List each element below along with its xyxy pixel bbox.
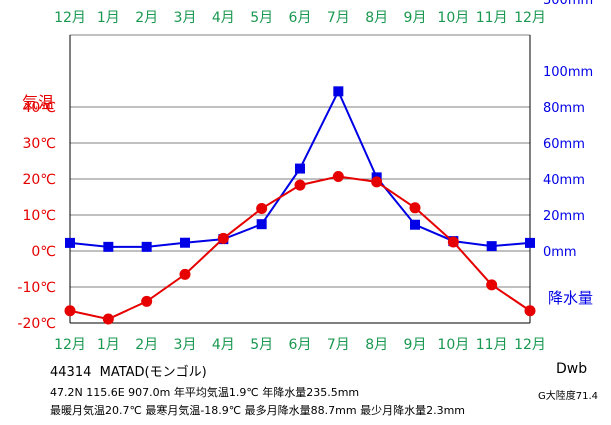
- month-label-bottom: 8月: [365, 337, 388, 353]
- climate-chart: 12月 12月 1月 1月 2月 2月 3月 3月 4月 4月 5月 5月 6月 6月 7月 7月 8月 8月 9月…: [17, 0, 593, 353]
- temperature-tick-label: 30℃: [22, 136, 56, 152]
- temperature-point: [371, 176, 383, 188]
- station-info-line-1: 47.2N 115.6E 907.0m 年平均気温1.9℃ 年降水量235.5m…: [50, 386, 360, 399]
- precipitation-tick-label: 60mm: [543, 137, 585, 152]
- month-label-bottom: 11月: [476, 337, 508, 353]
- precipitation-point: [180, 237, 190, 248]
- precipitation-point: [295, 163, 305, 174]
- temperature-point: [179, 268, 191, 280]
- precipitation-tick-label: 300mm: [543, 0, 593, 8]
- temperature-tick-label: -10℃: [17, 280, 56, 296]
- temperature-point: [64, 305, 76, 317]
- month-label-bottom: 5月: [250, 337, 273, 353]
- month-label-top: 4月: [212, 10, 235, 26]
- month-label-top: 8月: [365, 10, 388, 26]
- temperature-tick-label: 20℃: [22, 172, 56, 188]
- temperature-point: [256, 203, 268, 215]
- month-label-top: 3月: [174, 10, 197, 26]
- precipitation-axis-title: 降水量: [548, 289, 593, 307]
- month-label-top: 7月: [327, 10, 350, 26]
- precipitation-tick-label: 80mm: [543, 101, 585, 116]
- precipitation-point: [141, 241, 152, 252]
- temperature-point: [409, 202, 421, 214]
- precipitation-point: [525, 237, 535, 248]
- temperature-point: [447, 236, 459, 248]
- continentality-index: G大陸度71.4: [538, 391, 599, 402]
- month-label-top: 12月: [514, 10, 546, 26]
- precipitation-point: [333, 86, 344, 97]
- month-label-top: 2月: [135, 10, 158, 26]
- month-label-top: 11月: [476, 10, 508, 26]
- temperature-point: [141, 295, 153, 307]
- temperature-tick-label: -20℃: [17, 316, 56, 332]
- temperature-point: [486, 279, 498, 291]
- precipitation-tick-label: 40mm: [543, 173, 585, 188]
- station-name: MATAD(モンゴル): [99, 365, 207, 380]
- precipitation-point: [103, 241, 114, 252]
- month-label-bottom: 12月: [514, 337, 546, 353]
- precipitation-point: [410, 219, 420, 230]
- temperature-axis-title: 気温: [22, 93, 54, 112]
- temperature-tick-label: 40℃: [22, 100, 56, 116]
- station-title: 44314 MATAD(モンゴル): [50, 361, 207, 380]
- temperature-point: [217, 232, 229, 244]
- precipitation-tick-label: 0mm: [543, 245, 577, 260]
- month-label-top: 12月: [54, 10, 86, 26]
- month-label-top: 1月: [97, 10, 120, 26]
- month-label-top: 10月: [437, 10, 469, 26]
- precipitation-tick-label: 20mm: [543, 209, 585, 224]
- month-label-bottom: 10月: [437, 337, 469, 353]
- month-label-bottom: 1月: [97, 337, 120, 353]
- temperature-point: [332, 170, 344, 182]
- grid-lines: [70, 34, 530, 324]
- precipitation-point: [65, 237, 75, 248]
- temperature-tick-label: 0℃: [31, 244, 56, 260]
- month-label-top: 5月: [250, 10, 273, 26]
- month-label-bottom: 3月: [174, 337, 197, 353]
- climate-classification: Dwb: [556, 361, 588, 377]
- temperature-point: [294, 179, 306, 191]
- temperature-tick-label: 10℃: [22, 208, 56, 224]
- month-label-top: 9月: [404, 10, 427, 26]
- month-label-bottom: 9月: [404, 337, 427, 353]
- month-label-bottom: 2月: [135, 337, 158, 353]
- precipitation-tick-label: 100mm: [543, 65, 593, 80]
- month-label-bottom: 4月: [212, 337, 235, 353]
- month-label-bottom: 6月: [289, 337, 312, 353]
- temperature-point: [102, 313, 114, 325]
- temperature-point: [524, 305, 536, 317]
- station-info-line-2: 最暖月気温20.7℃ 最寒月気温-18.9℃ 最多月降水量88.7mm 最少月降…: [50, 404, 465, 417]
- station-id: 44314: [50, 365, 92, 380]
- month-label-bottom: 12月: [54, 337, 86, 353]
- precipitation-point: [256, 219, 267, 230]
- month-label-bottom: 7月: [327, 337, 350, 353]
- precipitation-point: [486, 241, 497, 252]
- month-label-top: 6月: [289, 10, 312, 26]
